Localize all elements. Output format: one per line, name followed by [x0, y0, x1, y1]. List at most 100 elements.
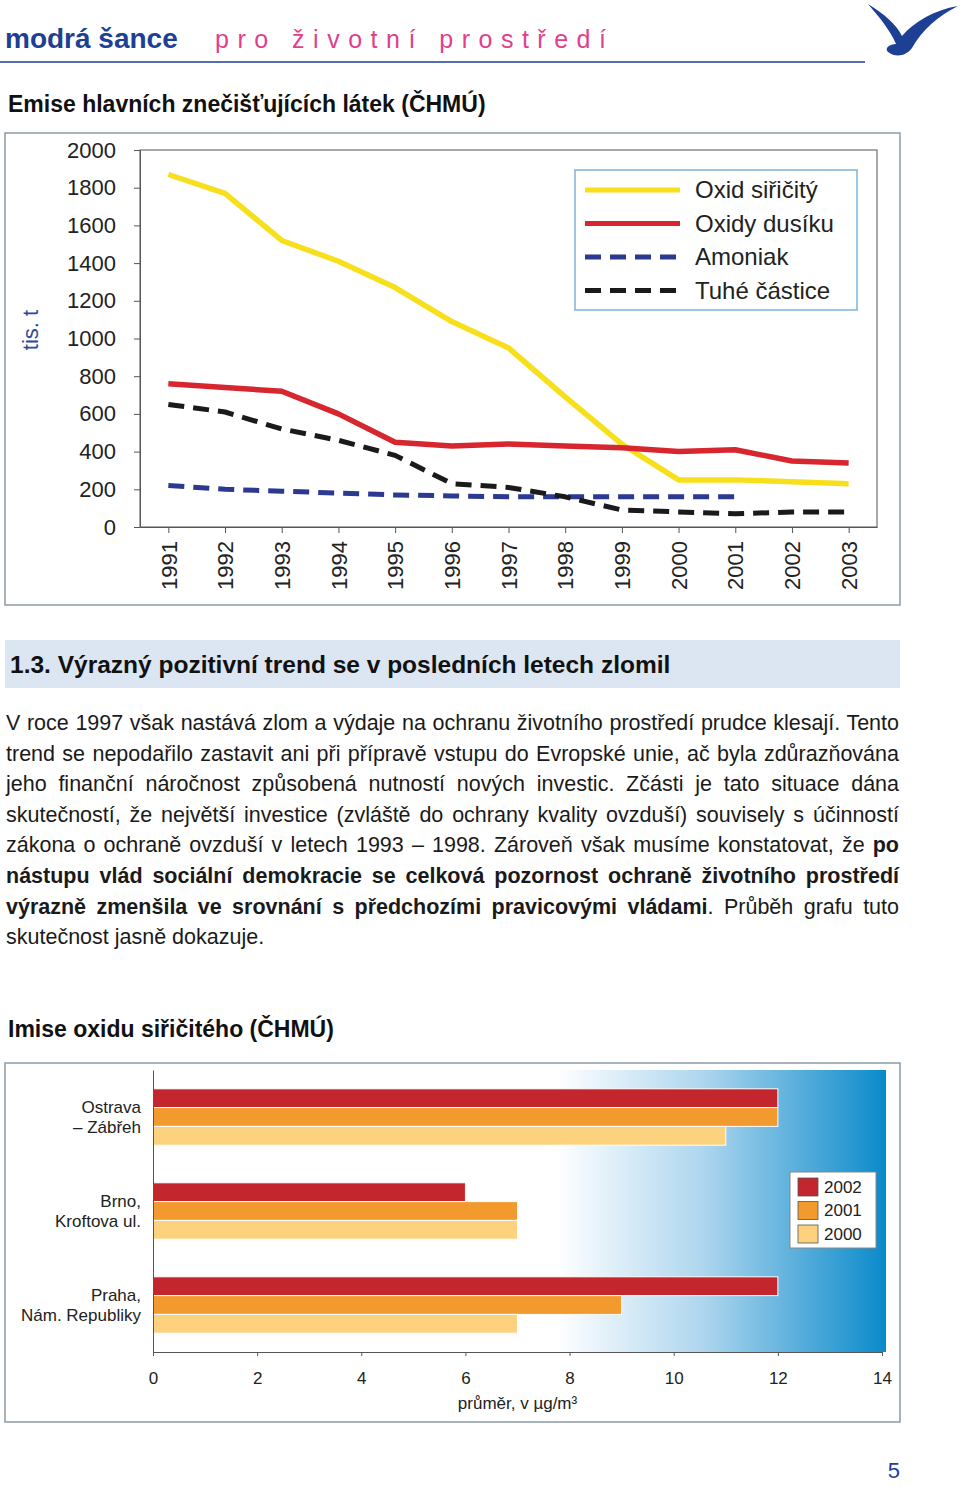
legend-label: Oxidy dusíku	[695, 210, 834, 237]
y-axis: 0200400600800100012001400160018002000	[67, 138, 140, 540]
tick-mark	[361, 1352, 362, 1356]
tick-mark	[134, 489, 140, 490]
tick-label-line: Kroftova ul.	[55, 1212, 141, 1231]
tick-label: 2000	[67, 138, 116, 163]
axis-line	[140, 151, 141, 528]
tick: 1999	[610, 527, 635, 590]
bar	[153, 1126, 726, 1145]
tick-mark	[134, 339, 140, 340]
tick-mark	[134, 225, 140, 226]
tick-mark	[134, 150, 140, 151]
tick-label: 800	[79, 364, 116, 389]
tick-mark	[338, 527, 339, 533]
section-band	[5, 640, 900, 688]
tick-mark	[153, 1352, 154, 1356]
tick-mark	[257, 1352, 258, 1356]
legend-swatch	[798, 1178, 818, 1196]
tick-label: 1600	[67, 213, 116, 238]
tick: 8	[565, 1352, 574, 1388]
legend-label: 2001	[824, 1201, 862, 1220]
tick-mark	[452, 527, 453, 533]
tick-mark	[792, 527, 793, 533]
page-number: 5	[888, 1458, 900, 1483]
tick-label: 6	[461, 1369, 470, 1388]
tick-mark	[134, 452, 140, 453]
tick: Ostrava– Zábřeh	[73, 1098, 153, 1137]
axis-line	[153, 1071, 154, 1353]
legend-box	[575, 170, 857, 310]
brand: modrá šance	[5, 23, 178, 54]
tick: 2003	[837, 527, 862, 590]
tick-label: 1997	[497, 541, 522, 590]
axis-line	[154, 1352, 883, 1353]
tick: 1994	[327, 527, 352, 590]
header-rule	[0, 61, 865, 63]
tick-mark	[225, 527, 226, 533]
chart-title: Imise oxidu siřičitého (ČHMÚ)	[8, 1015, 334, 1042]
tick: 10	[665, 1352, 684, 1388]
chart-frame	[5, 133, 900, 605]
bar	[153, 1277, 778, 1296]
tick-mark	[679, 527, 680, 533]
tick-label: 1991	[157, 541, 182, 590]
tick-mark	[134, 188, 140, 189]
tick-label: 1800	[67, 175, 116, 200]
legend-swatch	[798, 1202, 818, 1220]
tick-label: 1994	[327, 541, 352, 590]
tick-mark	[882, 1352, 883, 1356]
tick-mark	[570, 1352, 571, 1356]
tick-label-line: – Zábřeh	[73, 1118, 141, 1137]
tick: 1998	[553, 527, 578, 590]
logo-bird	[868, 4, 958, 55]
tick-label: Ostrava– Zábřeh	[73, 1098, 142, 1137]
tick-label: 0	[104, 515, 116, 540]
tick-mark	[134, 263, 140, 264]
paragraph: V roce 1997 však nastává zlom a výdaje n…	[6, 708, 899, 953]
tick-label-line: Ostrava	[81, 1098, 141, 1117]
tick: 4	[357, 1352, 366, 1388]
series-line	[168, 486, 735, 497]
tick: 1000	[67, 326, 140, 351]
tick-label-line: Nám. Republiky	[21, 1306, 141, 1325]
tick: 1993	[270, 527, 295, 590]
legend: Oxid siřičitýOxidy dusíkuAmoniakTuhé čás…	[575, 170, 857, 310]
x-axis-title: průměr, v µg/m³	[458, 1394, 578, 1413]
tick-mark	[134, 414, 140, 415]
plot-frame	[140, 150, 877, 527]
bar	[153, 1089, 778, 1108]
tick-mark	[674, 1352, 675, 1356]
bar	[153, 1202, 518, 1221]
tick: 200	[79, 477, 140, 502]
tick: 2002	[780, 527, 805, 590]
legend-label: 2000	[824, 1225, 862, 1244]
tick-label: 2001	[723, 541, 748, 590]
tick: Praha,Nám. Republiky	[21, 1286, 153, 1325]
tick: Brno,Kroftova ul.	[55, 1192, 153, 1231]
tick: 0	[149, 1352, 158, 1388]
legend-label: Oxid siřičitý	[695, 176, 818, 203]
bar	[153, 1220, 518, 1239]
tick: 1995	[383, 527, 408, 590]
tick-mark	[565, 527, 566, 533]
tick-mark	[509, 527, 510, 533]
tick-mark	[168, 527, 169, 533]
tick: 800	[79, 364, 140, 389]
tick: 14	[873, 1352, 892, 1388]
tick-label: 2003	[837, 541, 862, 590]
tick-mark	[849, 527, 850, 533]
tick-label: 1996	[440, 541, 465, 590]
bar	[153, 1183, 465, 1202]
tick-mark	[134, 301, 140, 302]
tick-label: 14	[873, 1369, 892, 1388]
tick-label: 1999	[610, 541, 635, 590]
tick-mark	[134, 376, 140, 377]
bar	[153, 1108, 778, 1127]
tick-label: 1992	[213, 541, 238, 590]
y-axis-title: tis. t	[18, 310, 43, 350]
plot-area	[168, 175, 848, 514]
tick: 1800	[67, 175, 140, 200]
tick: 2000	[667, 527, 692, 590]
tick-label: Praha,Nám. Republiky	[21, 1286, 141, 1325]
tick-label: 1998	[553, 541, 578, 590]
tick-label: 2	[253, 1369, 262, 1388]
